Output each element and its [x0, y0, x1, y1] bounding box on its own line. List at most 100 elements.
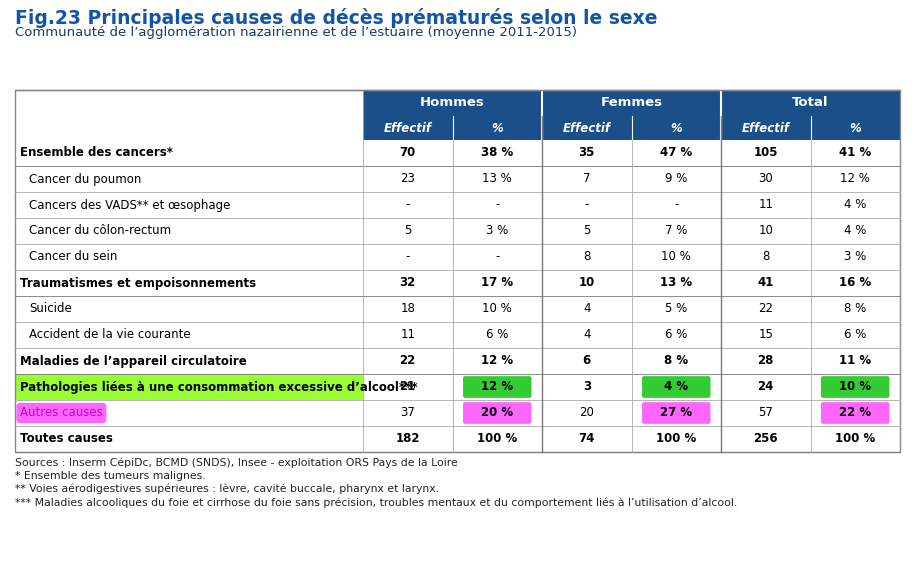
Text: 12 %: 12 %	[481, 354, 514, 368]
Text: 28: 28	[758, 354, 774, 368]
Text: 4: 4	[583, 303, 590, 316]
Text: 3 %: 3 %	[845, 251, 866, 263]
Bar	[15, 270, 900, 296]
Bar	[15, 166, 900, 192]
Text: Traumatismes et empoisonnements: Traumatismes et empoisonnements	[20, 277, 256, 289]
Text: 21: 21	[399, 380, 416, 393]
Text: 41 %: 41 %	[839, 147, 871, 160]
Bar	[15, 218, 900, 244]
Text: 13 %: 13 %	[483, 172, 512, 186]
Text: 15: 15	[759, 328, 773, 342]
Text: 13 %: 13 %	[660, 277, 692, 289]
Text: Femmes: Femmes	[600, 96, 663, 110]
Text: Effectif: Effectif	[563, 121, 611, 135]
Text: 12 %: 12 %	[840, 172, 870, 186]
Bar	[15, 400, 900, 426]
Text: %: %	[492, 121, 503, 135]
Text: 23: 23	[400, 172, 415, 186]
Text: ** Voies aérodigestives supérieures : lèvre, cavité buccale, pharynx et larynx.: ** Voies aérodigestives supérieures : lè…	[15, 484, 439, 495]
Text: 38 %: 38 %	[481, 147, 514, 160]
Text: 74: 74	[579, 433, 595, 445]
Text: 8 %: 8 %	[664, 354, 688, 368]
Text: 11: 11	[759, 198, 773, 212]
Text: 5: 5	[404, 224, 411, 237]
FancyBboxPatch shape	[821, 402, 889, 424]
Text: 30: 30	[759, 172, 773, 186]
Text: Effectif: Effectif	[742, 121, 790, 135]
Text: %: %	[849, 121, 861, 135]
Text: 100 %: 100 %	[835, 433, 876, 445]
Text: Cancer du côlon-rectum: Cancer du côlon-rectum	[29, 224, 171, 237]
Text: Communauté de l’agglomération nazairienne et de l’estuaire (moyenne 2011-2015): Communauté de l’agglomération nazairienn…	[15, 26, 577, 39]
Text: 10: 10	[759, 224, 773, 237]
Text: 3: 3	[583, 380, 590, 393]
Text: 41: 41	[758, 277, 774, 289]
Text: 47 %: 47 %	[660, 147, 693, 160]
Text: Toutes causes: Toutes causes	[20, 433, 112, 445]
Text: 10 %: 10 %	[662, 251, 691, 263]
Bar	[15, 374, 900, 400]
Text: 5: 5	[583, 224, 590, 237]
Text: * Ensemble des tumeurs malignes.: * Ensemble des tumeurs malignes.	[15, 471, 206, 481]
Text: 16 %: 16 %	[839, 277, 871, 289]
Text: 7 %: 7 %	[665, 224, 687, 237]
Text: 6 %: 6 %	[486, 328, 508, 342]
Text: -: -	[495, 198, 499, 212]
Bar	[15, 90, 900, 452]
Text: Fig.23 Principales causes de décès prématurés selon le sexe: Fig.23 Principales causes de décès préma…	[15, 8, 657, 28]
Text: -: -	[674, 198, 678, 212]
Text: Pathologies liées à une consommation excessive d’alcool***: Pathologies liées à une consommation exc…	[20, 380, 418, 393]
Text: Sources : Inserm CépiDc, BCMD (SNDS), Insee - exploitation ORS Pays de la Loire: Sources : Inserm CépiDc, BCMD (SNDS), In…	[15, 458, 458, 469]
FancyBboxPatch shape	[642, 376, 710, 398]
FancyBboxPatch shape	[642, 402, 710, 424]
Text: Total: Total	[792, 96, 829, 110]
Text: 256: 256	[753, 433, 778, 445]
Text: 5 %: 5 %	[665, 303, 687, 316]
Text: 24: 24	[758, 380, 774, 393]
Text: 10 %: 10 %	[483, 303, 512, 316]
Text: 8: 8	[583, 251, 590, 263]
Text: 10: 10	[579, 277, 595, 289]
Bar	[15, 348, 900, 374]
Text: 57: 57	[759, 407, 773, 419]
Text: Hommes: Hommes	[420, 96, 484, 110]
Text: 35: 35	[579, 147, 595, 160]
Text: -: -	[406, 198, 410, 212]
Text: 20: 20	[579, 407, 594, 419]
Text: -: -	[495, 251, 499, 263]
Text: Autres causes: Autres causes	[20, 407, 102, 419]
Text: 100 %: 100 %	[477, 433, 517, 445]
Text: -: -	[585, 198, 589, 212]
FancyBboxPatch shape	[821, 376, 889, 398]
Bar	[15, 90, 900, 452]
Bar	[15, 322, 900, 348]
Text: 105: 105	[753, 147, 778, 160]
Text: 4: 4	[583, 328, 590, 342]
Text: 9 %: 9 %	[665, 172, 687, 186]
Text: 4 %: 4 %	[664, 380, 688, 393]
Text: %: %	[670, 121, 682, 135]
Text: 6 %: 6 %	[665, 328, 687, 342]
Text: -: -	[406, 251, 410, 263]
Text: 11 %: 11 %	[839, 354, 871, 368]
Text: 182: 182	[396, 433, 420, 445]
Text: Ensemble des cancers*: Ensemble des cancers*	[20, 147, 173, 160]
Bar	[15, 192, 900, 218]
Text: 20 %: 20 %	[481, 407, 514, 419]
Bar	[363, 116, 900, 140]
Bar	[15, 140, 900, 166]
Text: 22: 22	[759, 303, 773, 316]
Text: 18: 18	[400, 303, 415, 316]
Text: 4 %: 4 %	[844, 198, 866, 212]
Text: 8 %: 8 %	[845, 303, 866, 316]
Text: Cancers des VADS** et œsophage: Cancers des VADS** et œsophage	[29, 198, 230, 212]
Text: Effectif: Effectif	[384, 121, 431, 135]
Text: Cancer du sein: Cancer du sein	[29, 251, 117, 263]
Text: 11: 11	[400, 328, 415, 342]
Text: 22 %: 22 %	[839, 407, 871, 419]
Text: 22: 22	[399, 354, 416, 368]
Text: Accident de la vie courante: Accident de la vie courante	[29, 328, 191, 342]
Text: 37: 37	[400, 407, 415, 419]
Text: 70: 70	[399, 147, 416, 160]
Bar	[15, 426, 900, 452]
